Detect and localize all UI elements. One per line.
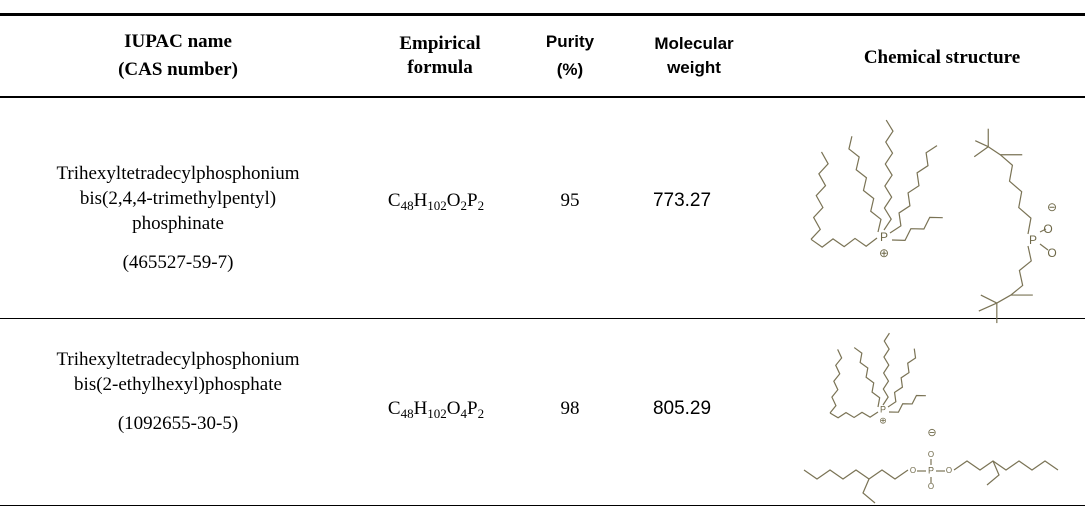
bond — [987, 146, 1001, 156]
name-line: bis(2-ethylhexyl)phosphate — [74, 374, 282, 395]
bond — [829, 411, 879, 419]
bond — [810, 151, 829, 240]
header-text: Empirical — [399, 33, 481, 54]
atom-label: O — [946, 466, 952, 475]
bond — [853, 347, 881, 408]
bond — [1010, 245, 1032, 296]
bond — [888, 394, 926, 413]
header-cell: Purity (%) — [546, 28, 594, 84]
atom-label: O — [928, 450, 934, 459]
atom-label: O — [1047, 246, 1056, 260]
bond — [973, 146, 989, 158]
formula: C48H102O4P2 — [388, 396, 484, 421]
header-rule — [0, 96, 1085, 98]
header-text: Chemical structure — [863, 47, 1021, 68]
atom-label: P — [880, 404, 886, 414]
bond — [986, 460, 1000, 486]
cas-number: (465527-59-7) — [122, 252, 234, 273]
atom-label: O — [1043, 222, 1052, 236]
atom-label: O — [910, 466, 916, 475]
bond — [803, 469, 909, 480]
formula: C48H102O2P2 — [388, 188, 484, 213]
element: O — [446, 398, 461, 419]
charge: ⊖ — [927, 427, 936, 439]
element: P — [467, 190, 478, 211]
name-line: Trihexyltetradecylphosphonium — [56, 163, 300, 184]
element: P — [467, 398, 478, 419]
subscript: 2 — [477, 406, 485, 421]
header-text: (CAS number) — [118, 59, 238, 80]
header-cell: IUPAC name (CAS number) — [118, 28, 238, 84]
subscript: 48 — [400, 198, 414, 213]
name-line: phosphinate — [132, 213, 224, 234]
bond — [883, 119, 894, 231]
header-cell: Chemical structure — [864, 44, 1020, 72]
element: C — [387, 398, 401, 419]
bond — [862, 478, 876, 504]
element: O — [446, 190, 461, 211]
bond — [996, 294, 1012, 304]
name-cell: Trihexyltetradecylphosphonium bis(2-ethy… — [56, 347, 299, 436]
subscript: 48 — [400, 406, 414, 421]
atom-label: O — [928, 482, 934, 491]
bond — [999, 154, 1032, 235]
molecular-weight: 773.27 — [652, 190, 712, 211]
bond — [829, 349, 843, 414]
purity: 95 — [560, 190, 580, 211]
bond — [1039, 243, 1049, 251]
element: C — [387, 190, 401, 211]
subscript: 2 — [477, 198, 485, 213]
atom-label: P — [1029, 233, 1037, 247]
bond — [953, 460, 1059, 471]
header-text: (%) — [556, 60, 584, 79]
atom-label: P — [928, 465, 934, 475]
element: H — [413, 398, 428, 419]
bond — [980, 294, 998, 304]
name-cell: Trihexyltetradecylphosphonium bis(2,4,4-… — [56, 161, 299, 275]
bond — [810, 237, 878, 248]
bond — [891, 216, 943, 241]
subscript: 102 — [427, 406, 447, 421]
header-text: formula — [407, 57, 473, 78]
molecular-weight: 805.29 — [652, 398, 712, 419]
subscript: 4 — [460, 406, 468, 421]
element: H — [413, 190, 428, 211]
subscript: 102 — [427, 198, 447, 213]
charge: ⊖ — [1047, 200, 1057, 214]
header-text: IUPAC name — [124, 31, 232, 52]
charge: ⊕ — [879, 246, 889, 260]
header-cell: Molecular weight — [654, 32, 733, 80]
name-line: bis(2,4,4-trimethylpentyl) — [79, 188, 277, 209]
purity: 98 — [560, 398, 580, 419]
row-rule — [0, 318, 1085, 319]
bond — [889, 145, 938, 234]
bond — [978, 302, 998, 312]
bond — [1039, 228, 1047, 233]
bond — [887, 348, 917, 408]
bond — [974, 140, 989, 148]
header-text: weight — [667, 58, 721, 77]
subscript: 2 — [460, 198, 468, 213]
bond — [848, 136, 882, 233]
bottom-rule — [0, 505, 1085, 506]
header-text: Purity — [545, 32, 595, 51]
header-cell: Empirical formula — [399, 30, 480, 78]
atom-label: P — [880, 230, 888, 244]
name-line: Trihexyltetradecylphosphonium — [56, 349, 300, 370]
top-rule — [0, 13, 1085, 16]
bond — [882, 332, 890, 406]
header-text: Molecular — [654, 34, 734, 53]
charge: ⊕ — [879, 415, 887, 425]
cas-number: (1092655-30-5) — [117, 413, 239, 434]
bonds — [803, 119, 1059, 504]
